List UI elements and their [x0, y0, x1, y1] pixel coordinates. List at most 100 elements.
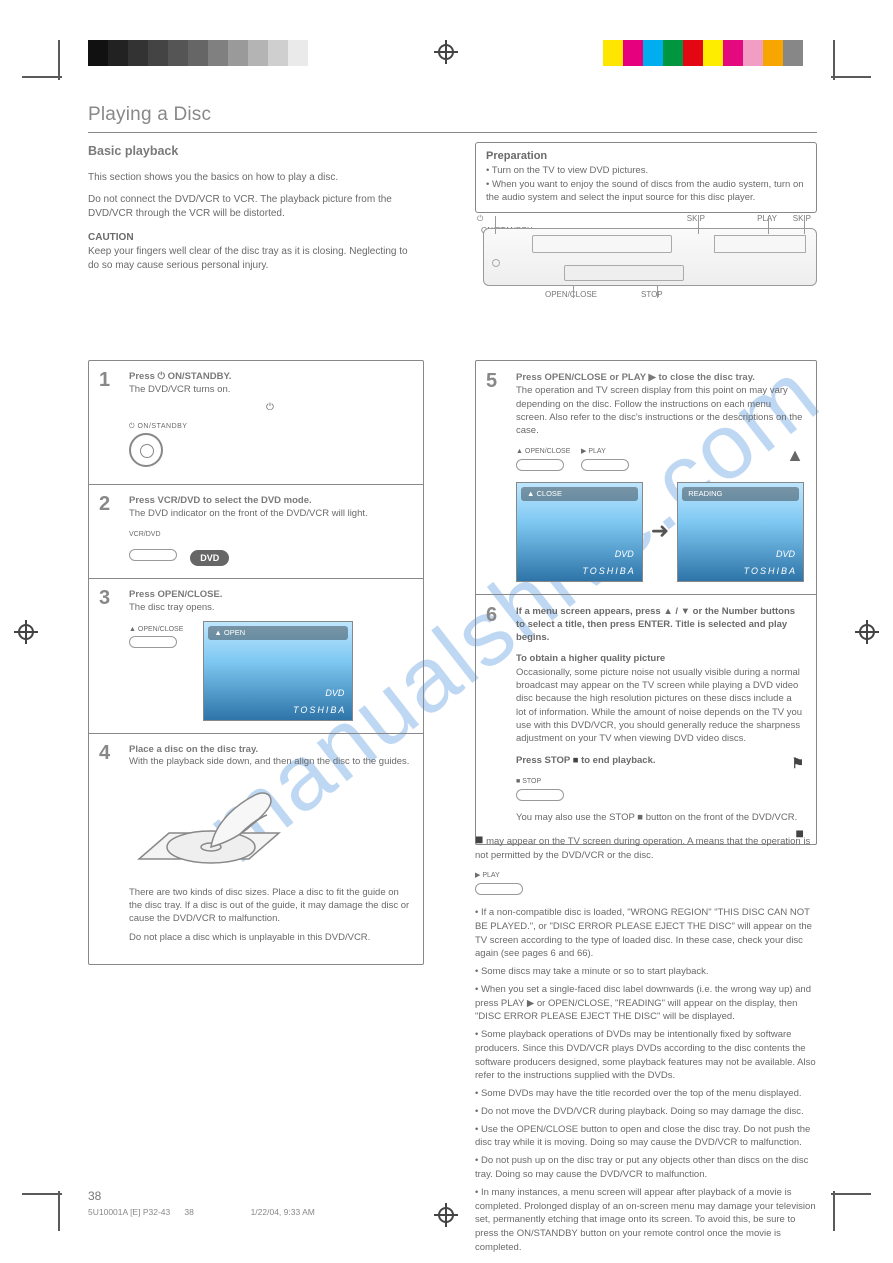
step-body: There are two kinds of disc sizes. Place… — [129, 887, 411, 925]
remote-power-button: ⏻ ON/STANDBY — [129, 420, 411, 472]
stop-text: to end playback. — [581, 755, 655, 766]
step-number: 6 — [486, 601, 497, 629]
step-body: Do not place a disc which is unplayable … — [129, 932, 411, 945]
gray-swatch — [128, 40, 148, 66]
gray-swatch — [148, 40, 168, 66]
remote-open-button: ▲ OPEN/CLOSE — [129, 625, 183, 653]
title-rule — [88, 132, 817, 133]
leader-line — [698, 216, 699, 234]
preparation-line: • When you want to enjoy the sound of di… — [486, 178, 806, 205]
step-title: Press VCR/DVD to select the DVD mode. — [129, 495, 411, 508]
notes-text: • When you set a single-faced disc label… — [475, 983, 817, 1024]
steps-right-column: 5 Press OPEN/CLOSE or PLAY ▶ to close th… — [475, 360, 817, 845]
crop-mark — [833, 40, 835, 80]
page-number: 38 — [88, 1189, 101, 1203]
notes-text: • Some playback operations of DVDs may b… — [475, 1028, 817, 1083]
gray-swatch — [108, 40, 128, 66]
step-body: With the playback side down, and then al… — [129, 756, 411, 769]
device-stop-label: STOP — [641, 290, 663, 299]
step-number: 2 — [99, 491, 110, 518]
step-body: The disc tray opens. — [129, 602, 411, 615]
leader-line — [768, 216, 769, 234]
gray-swatch — [228, 40, 248, 66]
gray-swatch — [288, 40, 308, 66]
step-title: If a menu screen appears, press ▲ / ▼ or… — [516, 605, 804, 645]
step-number: 1 — [99, 367, 110, 394]
power-icon: ⏻ — [129, 401, 411, 415]
crop-mark — [22, 1193, 62, 1195]
registration-mark-icon — [14, 620, 38, 644]
notes-text: • Some discs may take a minute or so to … — [475, 965, 817, 979]
notes-block: ■ may appear on the TV screen during ope… — [475, 829, 817, 1255]
leader-line — [657, 286, 658, 298]
remote-oval-button — [129, 549, 177, 561]
stop-text: Press STOP — [516, 755, 573, 766]
color-swatch — [783, 40, 803, 66]
color-bar — [603, 40, 803, 66]
gray-swatch — [308, 40, 328, 66]
footer-meta: 1/22/04, 9:33 AM — [251, 1207, 315, 1217]
device-figure: ⏻ ON/STANDBY PLAY SKIP SKIP OPEN/CLOSE S… — [483, 228, 817, 286]
notes-text: • Use the OPEN/CLOSE button to open and … — [475, 1123, 817, 1151]
tv-screen: READING DVD TOSHIBA — [677, 482, 804, 582]
notes-text: • If a non-compatible disc is loaded, "W… — [475, 906, 817, 961]
grayscale-bar — [88, 40, 328, 66]
step-number: 3 — [99, 585, 110, 612]
power-button-icon — [492, 259, 500, 267]
step-title: Press — [129, 371, 158, 382]
crop-mark — [831, 76, 871, 78]
device-pwr-label: ⏻ — [477, 214, 483, 224]
color-swatch — [623, 40, 643, 66]
intro-heading: Basic playback — [88, 143, 420, 161]
remote-play-button: ▶ PLAY — [475, 871, 523, 900]
display-window — [714, 235, 806, 253]
gray-swatch — [248, 40, 268, 66]
flag-icon: ⚑ — [791, 754, 804, 774]
preparation-box: Preparation • Turn on the TV to view DVD… — [475, 142, 817, 213]
registration-mark-icon — [855, 620, 879, 644]
vcr-slot — [532, 235, 672, 253]
step-body: The DVD indicator on the front of the DV… — [129, 508, 411, 521]
step-title: to close the disc tray. — [658, 372, 754, 383]
gray-swatch — [268, 40, 288, 66]
gray-swatch — [88, 40, 108, 66]
step-row: 6 If a menu screen appears, press ▲ / ▼ … — [476, 595, 816, 837]
tv-screen: ▲ CLOSE DVD TOSHIBA — [516, 482, 643, 582]
footer-text: 5U10001A [E] P32-43 — [88, 1207, 170, 1217]
step-title: Press OPEN/CLOSE or PLAY — [516, 372, 649, 383]
crop-mark — [831, 1193, 871, 1195]
gray-swatch — [168, 40, 188, 66]
step-title: Place a disc on the disc tray. — [129, 744, 411, 757]
step-row: 1 Press ⏻ ON/STANDBY. The DVD/VCR turns … — [89, 361, 423, 485]
step-body: The DVD/VCR turns on. — [129, 384, 411, 397]
sub-body: Occasionally, some picture noise not usu… — [516, 666, 804, 746]
button-caption: VCR/DVD — [129, 530, 411, 539]
crop-mark — [833, 1191, 835, 1231]
gray-swatch — [188, 40, 208, 66]
step-row: 5 Press OPEN/CLOSE or PLAY ▶ to close th… — [476, 361, 816, 595]
notes-text: • Do not move the DVD/VCR during playbac… — [475, 1105, 817, 1119]
step-row: 2 Press VCR/DVD to select the DVD mode. … — [89, 485, 423, 579]
registration-mark-icon — [434, 40, 458, 64]
color-swatch — [603, 40, 623, 66]
color-swatch — [743, 40, 763, 66]
intro-p2: Do not connect the DVD/VCR to VCR. The p… — [88, 193, 420, 221]
dvd-chip: DVD — [190, 550, 229, 566]
color-swatch — [723, 40, 743, 66]
gray-swatch — [208, 40, 228, 66]
device-skip-label: SKIP — [687, 214, 705, 223]
leader-line — [495, 216, 496, 234]
color-swatch — [683, 40, 703, 66]
step-row: 3 Press OPEN/CLOSE. The disc tray opens.… — [89, 579, 423, 734]
preparation-line: • Turn on the TV to view DVD pictures. — [486, 164, 806, 177]
notes-text: • Some DVDs may have the title recorded … — [475, 1087, 817, 1101]
disc-tray — [564, 265, 684, 281]
page-title: Playing a Disc — [88, 104, 817, 126]
crop-mark — [58, 40, 60, 80]
crop-mark — [22, 76, 62, 78]
step-body: The operation and TV screen display from… — [516, 384, 804, 437]
tv-screen: ▲ OPEN DVD TOSHIBA — [203, 621, 353, 721]
remote-stop-button: ■ STOP — [516, 777, 564, 805]
device-skip-label: SKIP — [793, 214, 811, 223]
caution-body: Keep your fingers well clear of the disc… — [88, 245, 420, 273]
